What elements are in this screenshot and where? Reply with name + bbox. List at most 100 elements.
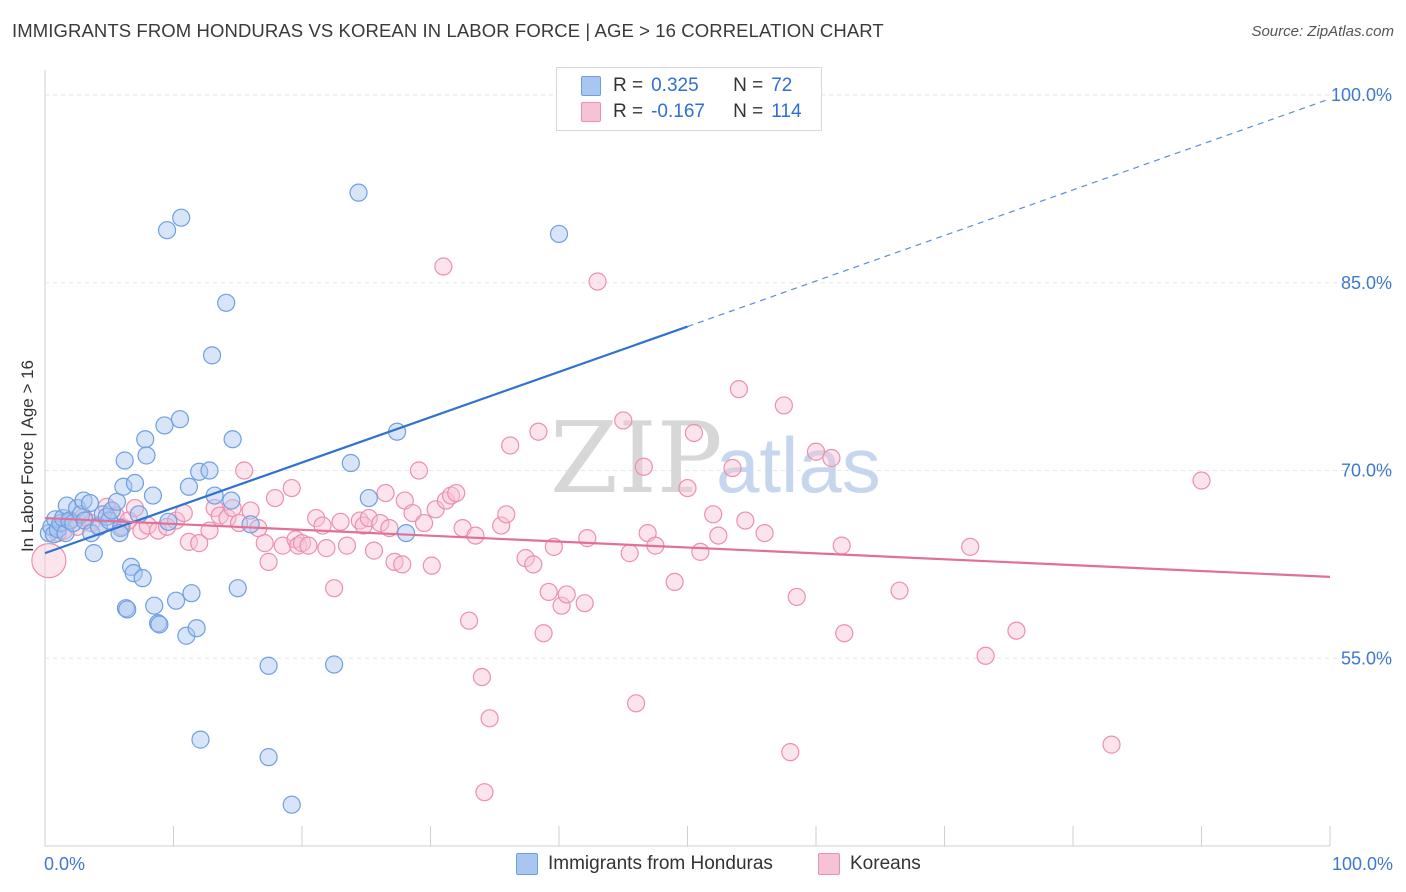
koreans-point	[634, 457, 653, 476]
koreans-point	[755, 523, 774, 543]
koreans-point	[414, 513, 434, 533]
y-tick-label: 70.0%	[1341, 461, 1392, 481]
watermark-atlas: atlas	[716, 421, 881, 509]
legend-r-value: -0.167	[651, 101, 705, 122]
koreans-point	[447, 483, 466, 503]
koreans-point	[434, 257, 453, 276]
honduras-point	[187, 619, 206, 638]
koreans-point	[497, 505, 516, 524]
koreans-point	[709, 526, 728, 545]
koreans-point	[626, 694, 646, 713]
koreans-point	[422, 556, 441, 575]
honduras-point	[241, 515, 260, 534]
koreans-point	[480, 709, 499, 728]
honduras-point	[124, 564, 143, 583]
legend-n-value: 114	[771, 101, 802, 122]
source-credit: Source: ZipAtlas.com	[1251, 23, 1394, 40]
legend-n-value: 72	[771, 75, 793, 96]
koreans-point	[441, 486, 461, 505]
koreans-point	[539, 582, 558, 602]
koreans-point	[557, 585, 576, 604]
koreans-point	[364, 541, 384, 560]
koreans-point	[976, 646, 995, 665]
honduras-point	[549, 224, 569, 244]
honduras-point	[107, 492, 127, 511]
koreans-point	[691, 542, 710, 561]
x-tick-label-max: 100.0%	[1332, 854, 1393, 874]
honduras-point	[282, 795, 301, 814]
honduras-trend-line	[44, 325, 688, 555]
honduras-point	[222, 491, 241, 510]
koreans-points	[31, 257, 1211, 802]
koreans-point	[331, 512, 350, 531]
watermark-zip: ZIP	[550, 402, 723, 516]
axes	[44, 70, 1331, 847]
trend-lines	[44, 98, 1331, 579]
koreans-point	[684, 423, 704, 443]
honduras-point	[341, 453, 360, 473]
koreans-point	[961, 537, 980, 556]
koreans-point	[835, 624, 854, 643]
honduras-point	[116, 599, 136, 618]
koreans-point	[380, 518, 399, 538]
chart-title: IMMIGRANTS FROM HONDURAS VS KOREAN IN LA…	[12, 20, 884, 41]
legend-n-label: N =	[733, 101, 764, 122]
koreans-point	[325, 579, 344, 598]
tick-labels: 55.0% 70.0% 85.0% 100.0% 0.0% 100.0%	[44, 85, 1393, 874]
honduras-point	[137, 446, 156, 465]
koreans-point	[665, 572, 684, 592]
legend-n-label: N =	[733, 75, 764, 96]
honduras-point	[157, 221, 177, 240]
koreans-point	[524, 555, 543, 574]
koreans-point	[223, 498, 242, 518]
honduras-point	[200, 461, 219, 480]
legend-r-label: R =	[613, 101, 644, 122]
honduras-point	[223, 430, 242, 449]
honduras-point	[136, 430, 155, 449]
koreans-point	[588, 272, 607, 291]
koreans-point	[241, 501, 260, 520]
legend-swatch-pink	[581, 102, 601, 122]
koreans-point	[832, 536, 851, 555]
koreans-point	[806, 442, 826, 461]
koreans-point	[459, 611, 479, 630]
honduras-point	[166, 591, 186, 610]
bottom-legend-swatch-blue	[516, 853, 538, 875]
legend-swatch-blue	[581, 76, 601, 96]
honduras-point	[102, 501, 121, 520]
bottom-legend-label-koreans: Koreans	[850, 853, 921, 874]
koreans-point	[890, 581, 909, 600]
koreans-point	[190, 534, 209, 553]
koreans-point	[781, 743, 800, 762]
legend-row-koreans: R = -0.167 N = 114	[581, 100, 802, 124]
koreans-point	[492, 516, 511, 535]
koreans-point	[393, 555, 412, 574]
koreans-point	[31, 543, 67, 579]
koreans-point	[436, 491, 456, 510]
koreans-point	[534, 624, 553, 643]
koreans-point	[774, 396, 793, 415]
koreans-point	[472, 667, 491, 687]
x-tick-label-min: 0.0%	[44, 854, 85, 874]
honduras-point	[202, 346, 222, 365]
honduras-point	[118, 600, 137, 619]
honduras-point	[145, 596, 164, 615]
honduras-point	[80, 493, 100, 513]
honduras-point	[170, 410, 190, 429]
koreans-point	[552, 596, 571, 615]
honduras-point	[179, 477, 199, 496]
bottom-legend-label-honduras: Immigrants from Honduras	[548, 853, 773, 874]
watermark: ZIP atlas	[550, 402, 881, 516]
legend-r-label: R =	[613, 75, 644, 96]
koreans-point	[678, 478, 697, 498]
honduras-point	[159, 512, 178, 531]
honduras-point	[115, 451, 134, 470]
koreans-point	[376, 483, 395, 503]
y-axis-label: In Labor Force | Age > 16	[18, 360, 37, 552]
koreans-trend-line	[44, 516, 1331, 579]
koreans-point	[337, 536, 357, 555]
y-tick-label: 100.0%	[1331, 85, 1392, 105]
koreans-point	[614, 411, 633, 430]
koreans-point	[1102, 735, 1121, 754]
